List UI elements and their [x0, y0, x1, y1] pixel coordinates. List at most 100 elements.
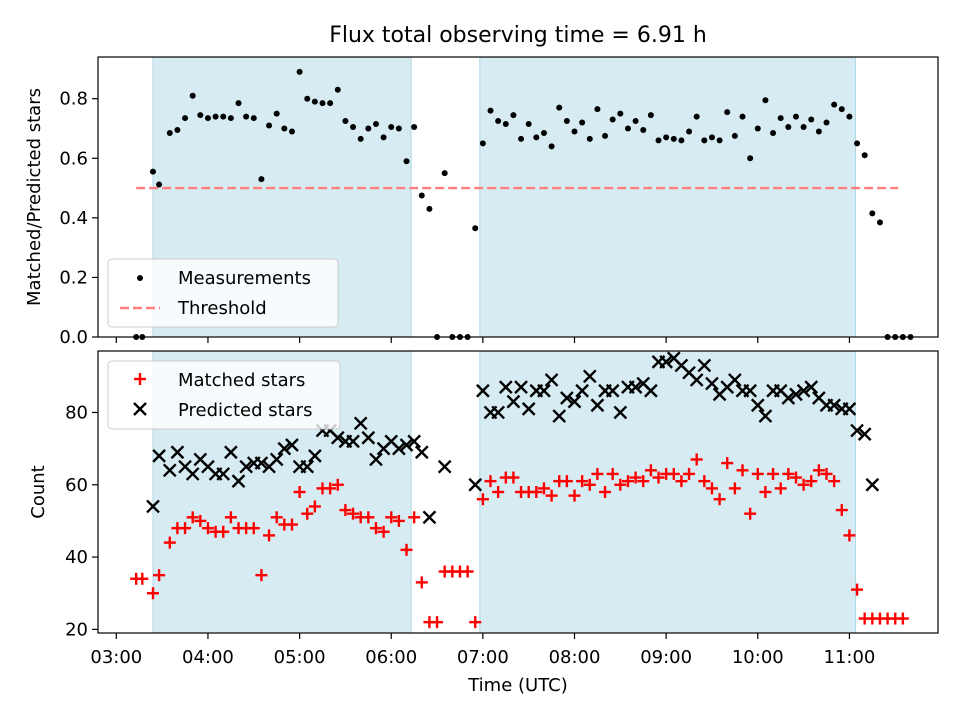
data-point-measurement: [602, 132, 609, 139]
data-point-measurement: [495, 118, 502, 125]
data-point-measurement: [762, 97, 769, 104]
data-point-measurement: [235, 100, 242, 107]
data-point-matched: [301, 507, 314, 520]
data-point-matched: [698, 475, 711, 488]
data-point-predicted: [743, 383, 757, 398]
data-point-measurement: [418, 192, 425, 199]
data-point-predicted: [269, 452, 284, 467]
data-point-predicted: [231, 474, 246, 489]
data-point-predicted: [216, 467, 231, 481]
data-point-predicted: [544, 373, 559, 387]
data-point-measurement: [357, 135, 364, 142]
data-point-matched: [767, 467, 780, 480]
data-point-measurement: [319, 100, 326, 107]
plot-frame: [97, 350, 939, 634]
data-point-matched: [896, 612, 909, 625]
data-point-measurement: [334, 86, 341, 93]
data-point-matched: [721, 457, 734, 470]
data-point-predicted: [590, 398, 605, 413]
data-point-matched: [347, 507, 360, 520]
data-point-predicted: [308, 448, 322, 463]
y-axis-ticks: 0.0 0.2 0.4 0.6 0.8: [59, 89, 98, 348]
data-point-matched: [136, 572, 149, 585]
data-point-predicted: [697, 358, 712, 373]
y-tick-label: 20: [65, 619, 88, 640]
data-point-predicted: [468, 477, 483, 492]
data-point-predicted: [758, 409, 773, 423]
legend: Measurements Threshold: [107, 258, 339, 328]
data-point-measurement: [243, 113, 250, 120]
data-point-measurement: [518, 135, 525, 142]
data-point-measurement: [372, 121, 379, 128]
y-tick-label: 0.8: [59, 89, 88, 110]
data-point-measurement: [197, 112, 204, 119]
data-point-predicted: [644, 383, 658, 398]
data-point-predicted: [346, 434, 360, 449]
data-point-predicted: [628, 380, 643, 395]
data-point-matched: [492, 486, 505, 498]
data-point-predicted: [224, 445, 238, 460]
data-point-predicted: [842, 401, 857, 416]
x-tick-label: 06:00: [365, 647, 417, 668]
data-point-matched: [621, 475, 634, 488]
data-point-matched: [652, 471, 665, 484]
data-point-matched: [690, 453, 703, 466]
x-tick-label: 08:00: [549, 647, 601, 668]
data-point-matched: [392, 514, 405, 527]
data-point-measurement: [693, 113, 700, 120]
data-point-predicted: [659, 354, 673, 369]
data-point-measurement: [149, 168, 156, 175]
data-point-matched: [408, 511, 421, 524]
data-point-measurement: [663, 134, 670, 141]
data-point-matched: [507, 471, 520, 484]
data-point-measurement: [571, 128, 578, 135]
data-point-predicted: [353, 416, 368, 431]
x-tick-label: 10:00: [732, 647, 784, 668]
legend-label-threshold: Threshold: [177, 298, 267, 319]
data-point-predicted: [521, 401, 536, 416]
data-point-measurement: [739, 113, 746, 120]
data-point-predicted: [392, 441, 406, 456]
data-point-measurement: [266, 122, 273, 129]
data-point-matched: [774, 482, 787, 495]
legend-label-measurements: Measurements: [178, 268, 311, 289]
data-point-measurement: [166, 129, 173, 136]
data-point-measurement: [189, 92, 196, 99]
data-point-measurement: [632, 118, 639, 125]
data-point-measurement: [861, 152, 868, 159]
data-point-measurement: [670, 135, 677, 142]
data-point-measurement: [831, 101, 838, 108]
data-point-predicted: [781, 391, 796, 405]
data-point-predicted: [560, 391, 574, 405]
data-point-matched: [255, 569, 268, 582]
data-point-measurement: [472, 225, 479, 232]
data-point-measurement: [823, 119, 830, 126]
data-point-matched: [153, 569, 166, 582]
y-tick-label: 0.2: [59, 267, 88, 288]
legend-label-matched: Matched stars: [178, 370, 305, 391]
data-point-measurement: [808, 116, 815, 123]
data-point-predicted: [827, 398, 841, 413]
data-point-matched: [812, 464, 825, 477]
data-point-measurement: [220, 113, 227, 120]
data-point-measurement: [426, 205, 433, 212]
data-point-matched: [797, 478, 810, 491]
data-point-measurement: [304, 95, 311, 102]
data-point-measurement: [327, 100, 334, 107]
data-point-matched: [851, 583, 864, 596]
data-point-matched: [476, 493, 489, 506]
x-tick-label: 04:00: [182, 647, 234, 668]
data-point-predicted: [369, 452, 383, 467]
data-point-predicted: [162, 463, 177, 478]
data-point-measurement: [395, 125, 402, 132]
data-point-matched: [263, 529, 276, 542]
legend-marker-predicted: [133, 402, 147, 416]
legend-marker-measurements: [137, 275, 143, 281]
plot-frame: [97, 56, 939, 338]
data-point-matched: [194, 514, 207, 527]
data-point-measurement: [204, 115, 211, 122]
data-point-predicted: [796, 383, 811, 398]
data-point-predicted: [437, 459, 452, 474]
y-axis-label: Count: [28, 465, 49, 518]
